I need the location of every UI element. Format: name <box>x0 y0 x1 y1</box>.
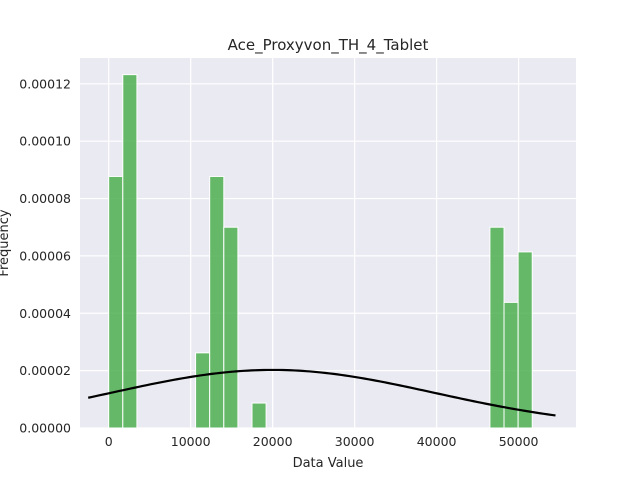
x-tick-label: 50000 <box>499 434 539 449</box>
y-tick-label: 0.00002 <box>19 363 71 378</box>
y-tick-label: 0.00012 <box>19 76 71 91</box>
x-tick-label: 40000 <box>417 434 457 449</box>
y-tick-label: 0.00010 <box>19 134 71 149</box>
y-tick-label: 0.00000 <box>19 421 71 436</box>
y-tick-label: 0.00008 <box>19 191 71 206</box>
histogram-bar-5 <box>223 226 239 429</box>
x-tick-label: 20000 <box>253 434 293 449</box>
normal-distribution-curve <box>87 368 556 417</box>
x-tick-label: 10000 <box>171 434 211 449</box>
histogram-bar-6 <box>251 402 267 429</box>
histogram-bars <box>108 74 533 429</box>
histogram-bar-3 <box>195 352 211 429</box>
y-tick-label: 0.00004 <box>19 306 71 321</box>
y-axis-label: Frequency <box>0 209 12 276</box>
x-tick-label: 30000 <box>335 434 375 449</box>
chart-title: Ace_Proxyvon_TH_4_Tablet <box>228 36 429 55</box>
histogram-bar-4 <box>209 175 225 429</box>
x-tick-label: 0 <box>105 434 113 449</box>
y-axis-ticks: 0.00000 0.00002 0.00004 0.00006 0.00008 0.000… <box>19 76 71 435</box>
histogram-bar-7 <box>489 226 505 429</box>
y-tick-label: 0.00006 <box>19 248 71 263</box>
histogram-bar-2 <box>122 74 138 429</box>
histogram-bar-9 <box>517 251 533 429</box>
x-axis-ticks: 0 10000 20000 30000 40000 50000 <box>105 434 539 449</box>
x-axis-label: Data Value <box>293 456 364 471</box>
